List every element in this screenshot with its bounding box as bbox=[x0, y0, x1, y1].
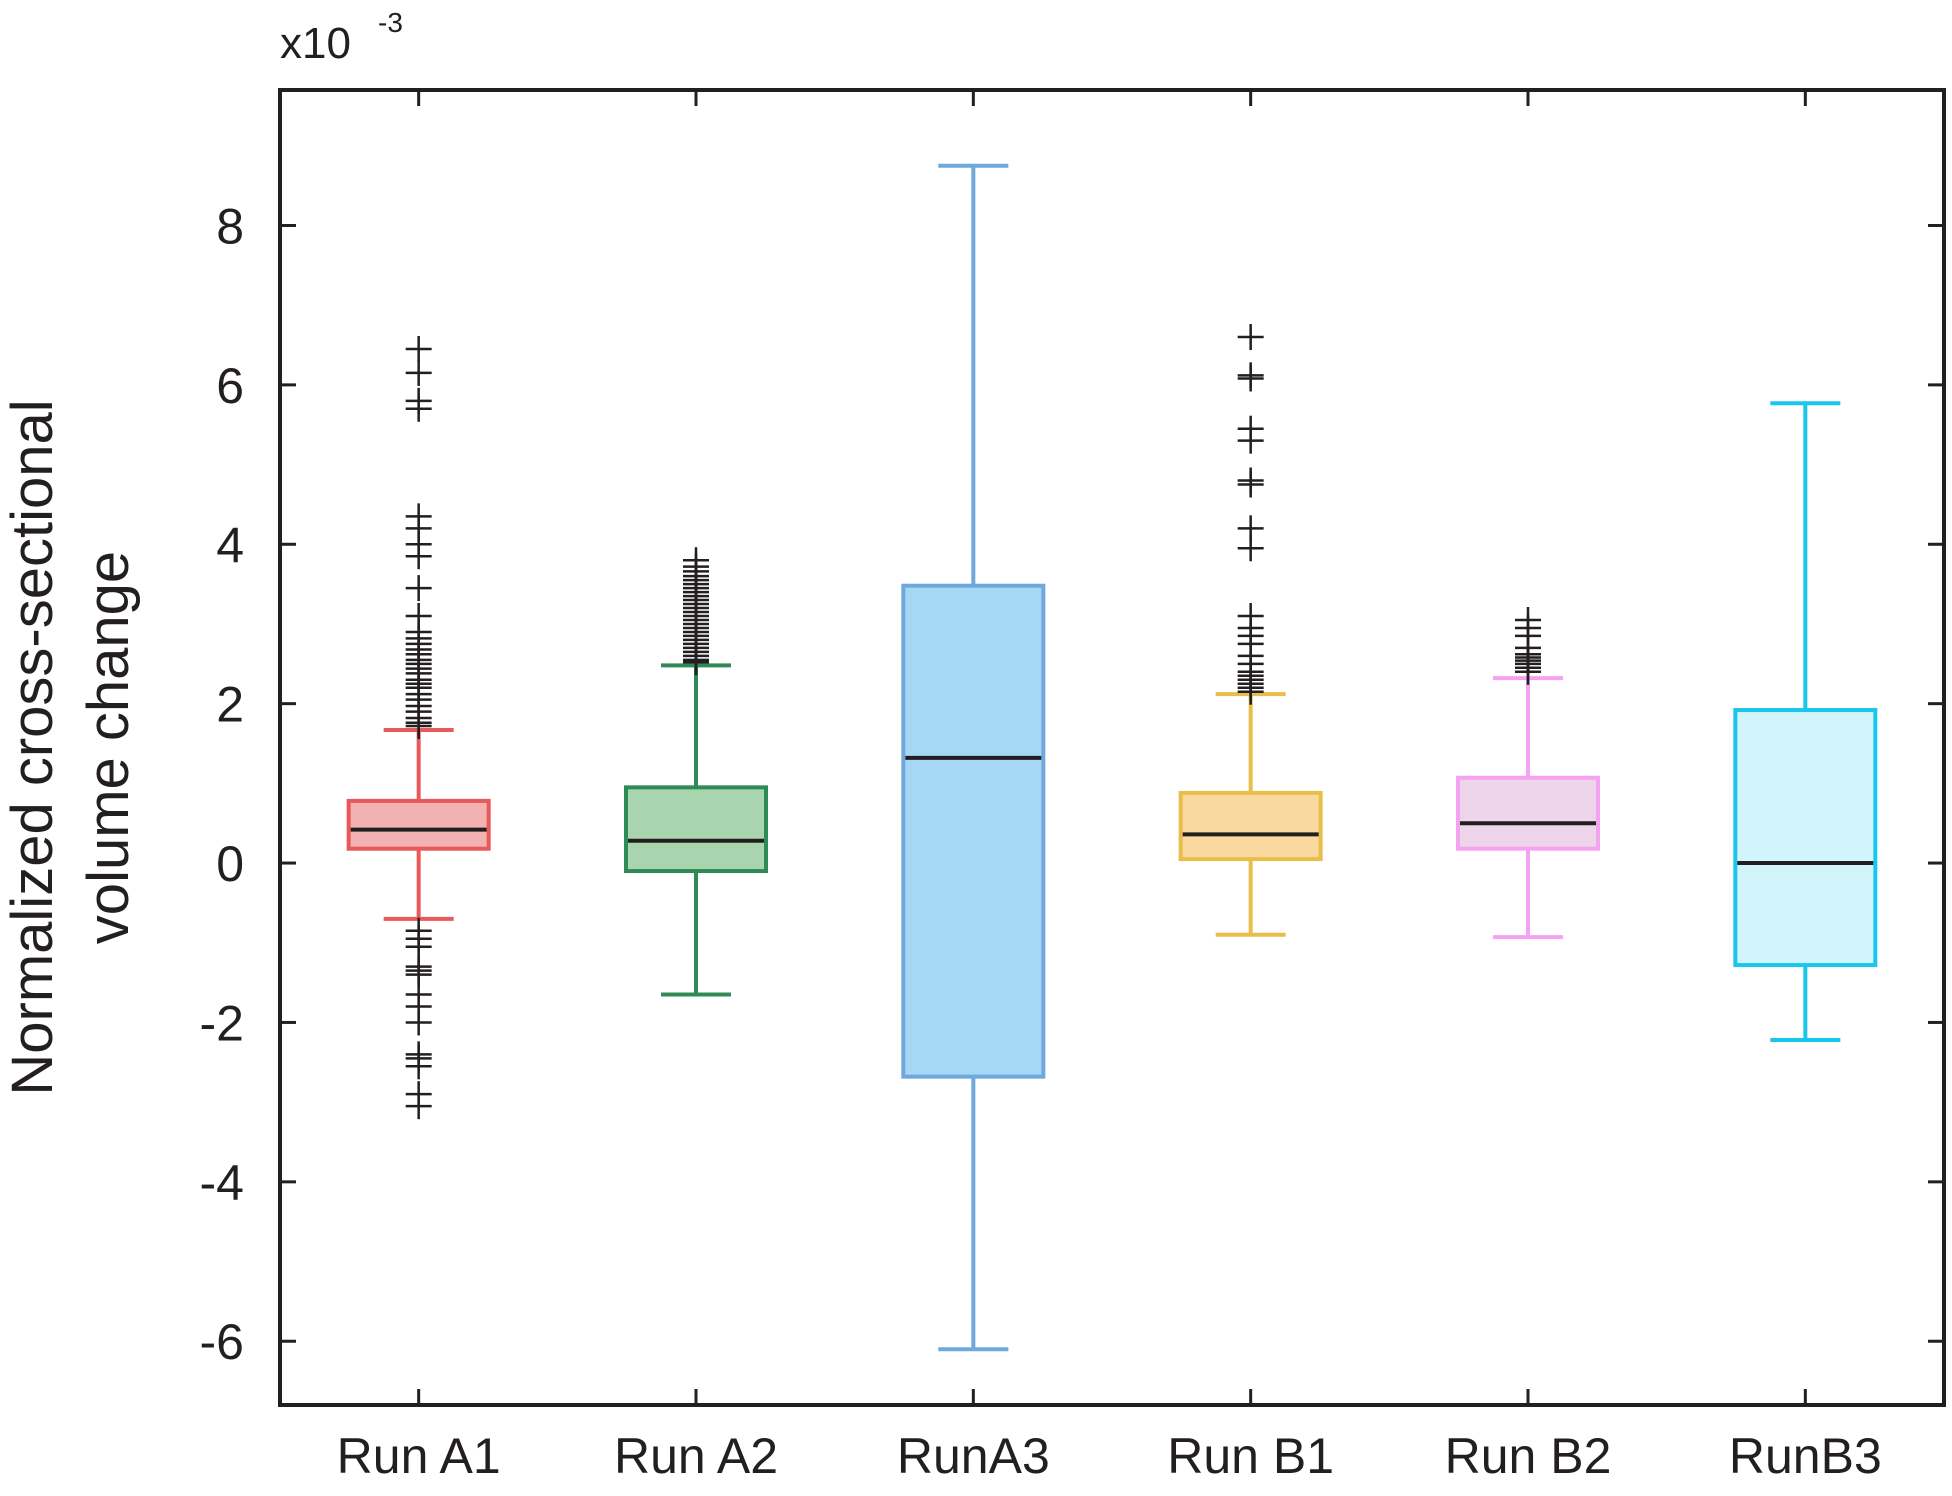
x-tick-label: Run B1 bbox=[1167, 1428, 1334, 1484]
y-axis-label-line-2: volume change bbox=[76, 551, 141, 944]
outlier-marker bbox=[405, 575, 432, 602]
y-tick-label: -6 bbox=[200, 1314, 244, 1370]
box-group-runb3 bbox=[1733, 401, 1878, 1042]
outlier-marker bbox=[405, 1053, 432, 1080]
box-iqr bbox=[346, 798, 491, 851]
box-group-run-a2 bbox=[624, 547, 768, 997]
y-tick-label: 2 bbox=[216, 677, 244, 733]
box-group-run-b2 bbox=[1456, 606, 1600, 940]
outlier-marker bbox=[405, 712, 432, 739]
box-iqr bbox=[624, 785, 768, 874]
outlier-marker bbox=[1237, 471, 1264, 498]
y-tick-label: 6 bbox=[216, 358, 244, 414]
x-tick-label: Run B2 bbox=[1445, 1428, 1612, 1484]
box-iqr bbox=[1178, 790, 1323, 862]
axis-ticks: -6 -4 -2 0 2 4 6 8 Run A1 Run A2 RunA3 Run B1 Run B2… bbox=[200, 90, 1944, 1484]
outlier-marker bbox=[1515, 658, 1541, 685]
chart-marks bbox=[346, 163, 1878, 1352]
box-group-run-a1 bbox=[346, 336, 491, 1120]
y-tick-label: -2 bbox=[200, 995, 244, 1051]
box-iqr bbox=[1733, 708, 1878, 968]
outlier-marker bbox=[1237, 365, 1264, 392]
outlier-marker bbox=[1237, 324, 1264, 351]
outlier-marker bbox=[1237, 535, 1264, 562]
x-tick-label: Run A2 bbox=[614, 1428, 778, 1484]
scale-prefix: x10 bbox=[280, 19, 351, 68]
box-group-run-b1 bbox=[1178, 324, 1323, 937]
box-iqr bbox=[1456, 775, 1600, 851]
y-tick-label: 0 bbox=[216, 836, 244, 892]
outlier-marker bbox=[405, 359, 432, 386]
outlier-marker bbox=[405, 1093, 432, 1120]
box-iqr bbox=[901, 583, 1046, 1079]
box-group-runa3 bbox=[901, 163, 1046, 1352]
outlier-marker bbox=[405, 336, 432, 363]
y-axis-label-line-1: Normalized cross-sectional bbox=[0, 399, 65, 1095]
outlier-marker bbox=[1237, 678, 1264, 705]
outlier-marker bbox=[405, 395, 432, 422]
axes-frame bbox=[278, 88, 1946, 1407]
outlier-marker bbox=[405, 543, 432, 570]
outlier-marker bbox=[1237, 427, 1264, 454]
outlier-marker bbox=[405, 1009, 432, 1036]
y-tick-label: 8 bbox=[216, 198, 244, 254]
x-tick-label: RunA3 bbox=[897, 1428, 1050, 1484]
outlier-marker bbox=[683, 649, 709, 676]
axis-scale-factor: x10 -3 bbox=[280, 7, 403, 68]
scale-exponent: -3 bbox=[378, 7, 403, 38]
y-tick-label: 4 bbox=[216, 517, 244, 573]
y-tick-label: -4 bbox=[200, 1155, 244, 1211]
x-tick-label: RunB3 bbox=[1729, 1428, 1882, 1484]
x-tick-label: Run A1 bbox=[337, 1428, 501, 1484]
